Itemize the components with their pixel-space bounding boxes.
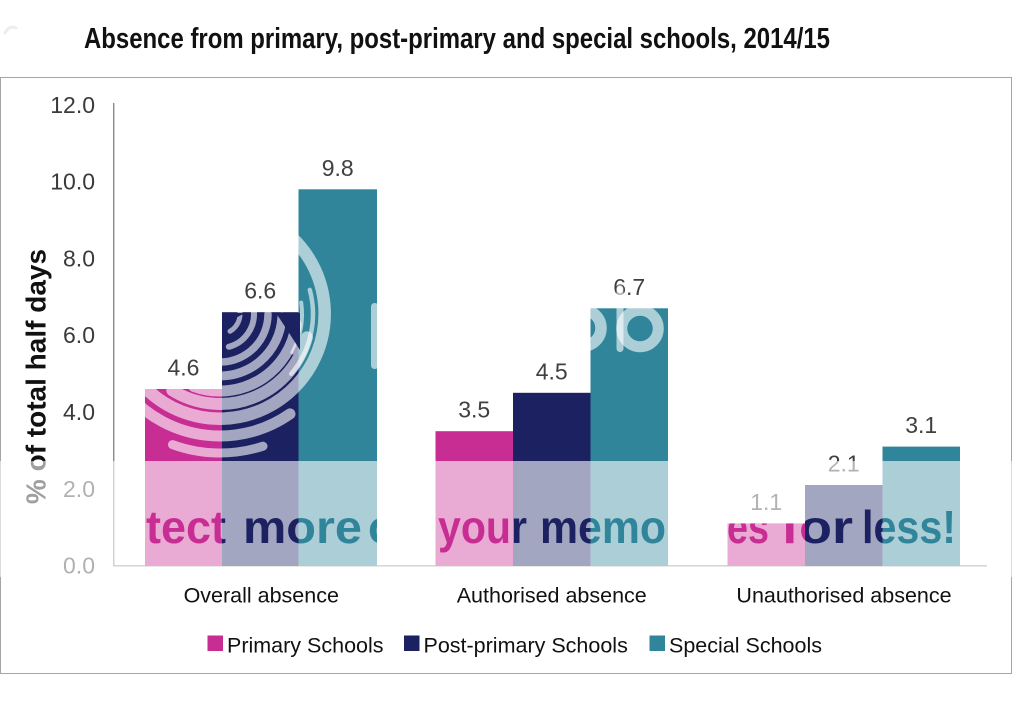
svg-text:4.0: 4.0	[63, 399, 95, 425]
svg-text:8.0: 8.0	[63, 245, 95, 271]
svg-text:Special Schools: Special Schools	[669, 634, 822, 658]
svg-text:Absence from primary, post-pri: Absence from primary, post-primary and s…	[84, 23, 830, 55]
svg-text:Primary Schools: Primary Schools	[227, 634, 384, 658]
svg-text:6.6: 6.6	[244, 278, 276, 304]
svg-text:Unauthorised absence: Unauthorised absence	[736, 584, 951, 608]
svg-text:Post-primary Schools: Post-primary Schools	[424, 634, 628, 658]
svg-text:10.0: 10.0	[50, 169, 95, 195]
svg-text:3.1: 3.1	[905, 412, 937, 438]
svg-text:4.5: 4.5	[536, 358, 568, 384]
svg-text:Overall absence: Overall absence	[184, 584, 339, 608]
svg-text:12.0: 12.0	[50, 92, 95, 118]
svg-text:3.5: 3.5	[458, 397, 490, 423]
svg-text:9.8: 9.8	[322, 155, 354, 181]
svg-text:Authorised absence: Authorised absence	[457, 584, 647, 608]
svg-text:6.0: 6.0	[63, 322, 95, 348]
svg-text:4.6: 4.6	[168, 355, 200, 381]
